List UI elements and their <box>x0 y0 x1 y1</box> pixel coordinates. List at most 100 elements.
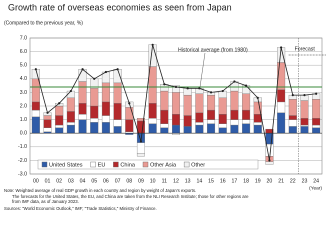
bar-segment <box>253 114 262 123</box>
bar-segment <box>55 124 64 128</box>
average-pointer <box>199 52 206 87</box>
bar-segment <box>195 112 204 123</box>
bar-segment <box>171 92 181 115</box>
bar-segment <box>55 115 64 126</box>
bar-segment <box>242 123 251 134</box>
x-tick-label: 03 <box>68 178 74 184</box>
line-marker <box>116 68 119 71</box>
average-label: Historical average (from 1980) <box>178 47 248 53</box>
line-marker <box>315 92 318 95</box>
bar-segment <box>230 124 239 134</box>
bar-segment <box>312 118 321 126</box>
note: Note: Weighted average of real GDP growt… <box>4 188 196 193</box>
chart-title: Growth rate of overseas economies as see… <box>8 2 232 12</box>
bar-segment <box>300 100 309 119</box>
bar-segment <box>218 97 227 115</box>
y-tick-label: 5.0 <box>20 63 27 69</box>
bar-segment <box>277 101 286 113</box>
bar-segment <box>78 114 87 120</box>
bar-segment <box>148 118 157 124</box>
bar-segment <box>136 142 145 154</box>
bar-segment <box>277 89 286 103</box>
bar-segment <box>265 161 274 165</box>
y-tick-label: -1.0 <box>18 144 27 150</box>
x-tick-label: 13 <box>185 178 191 184</box>
bar-segment <box>31 101 40 111</box>
x-tick-label: 16 <box>220 178 226 184</box>
bar-segment <box>113 126 122 134</box>
x-tick-label: 09 <box>138 178 144 184</box>
bar-segment <box>312 127 321 134</box>
line-marker <box>303 94 306 97</box>
bar-segment <box>55 127 64 134</box>
bar-segment <box>160 123 169 128</box>
y-tick-label: -2.0 <box>18 158 27 164</box>
bar-segment <box>207 119 216 124</box>
legend-swatch <box>90 161 96 168</box>
chart-subtitle: (Compared to the previous year, %) <box>4 20 83 26</box>
bar-segment <box>113 103 122 120</box>
line-marker <box>46 111 49 114</box>
bar-segment <box>183 94 192 116</box>
y-tick-label: 7.0 <box>20 35 27 41</box>
line-marker <box>128 102 131 105</box>
y-tick-label: 0.0 <box>20 131 27 137</box>
bar-segment <box>113 119 122 127</box>
legend-label: Other <box>191 162 205 168</box>
bar-segment <box>125 107 134 120</box>
line-marker <box>256 96 259 99</box>
bar-segment <box>148 123 157 134</box>
bar-segment <box>300 124 309 127</box>
bar-segment <box>171 85 181 93</box>
bar-segment <box>55 105 64 116</box>
bar-segment <box>183 115 192 127</box>
line-marker <box>244 84 248 87</box>
legend-swatch <box>113 161 119 168</box>
x-tick-label: 15 <box>208 178 214 184</box>
bar-segment <box>148 103 157 119</box>
bar-segment <box>242 109 251 120</box>
x-tick-label: 04 <box>80 178 86 184</box>
x-tick-label: 10 <box>150 178 156 184</box>
x-tick-label: 12 <box>173 178 179 184</box>
x-tick-label: 18 <box>243 178 249 184</box>
legend-label: Other Asia <box>150 162 177 168</box>
bar-segment <box>90 122 99 134</box>
bar-segment <box>101 122 110 134</box>
legend-label: EU <box>98 162 106 168</box>
line-marker <box>34 68 37 71</box>
bar-segment <box>160 109 169 124</box>
legend-swatch <box>142 161 149 168</box>
bar-segment <box>218 123 227 128</box>
bar-segment <box>207 109 216 120</box>
x-tick-label: 14 <box>196 178 202 184</box>
bar-segment <box>66 122 75 126</box>
x-tick-label: 02 <box>56 178 62 184</box>
y-tick-label: 1.0 <box>20 117 27 123</box>
x-tick-label: 07 <box>115 178 121 184</box>
forecast-label: Forecast <box>295 46 316 52</box>
bar-segment <box>90 105 99 119</box>
bar-segment <box>277 112 286 134</box>
line-marker <box>174 85 178 89</box>
bar-segment <box>230 90 239 111</box>
bar-segment <box>78 103 87 115</box>
bar-segment <box>171 124 181 134</box>
y-tick-label: 3.0 <box>20 90 27 96</box>
line-marker <box>163 83 166 86</box>
bar-segment <box>207 94 216 111</box>
bar-segment <box>288 126 297 134</box>
bar-segment <box>183 126 192 134</box>
line-marker <box>268 159 271 162</box>
x-axis-label: (Year) <box>309 185 322 191</box>
bar-segment <box>218 127 227 134</box>
bar-segment <box>43 119 52 128</box>
bar-segment <box>31 116 40 134</box>
x-tick-label: 20 <box>267 178 273 184</box>
y-tick-label: 2.0 <box>20 103 27 109</box>
x-tick-label: 06 <box>103 178 109 184</box>
bar-segment <box>195 122 204 126</box>
bar-segment <box>31 78 40 103</box>
x-tick-label: 17 <box>232 178 238 184</box>
y-tick-label: -3.0 <box>18 171 27 177</box>
